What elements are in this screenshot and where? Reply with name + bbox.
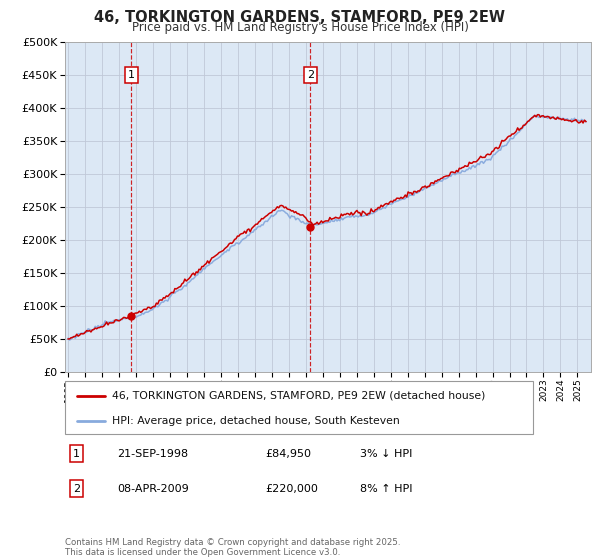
Text: HPI: Average price, detached house, South Kesteven: HPI: Average price, detached house, Sout… — [112, 416, 400, 426]
FancyBboxPatch shape — [65, 381, 533, 434]
Text: 1: 1 — [128, 70, 135, 80]
Text: Price paid vs. HM Land Registry's House Price Index (HPI): Price paid vs. HM Land Registry's House … — [131, 21, 469, 34]
Text: £84,950: £84,950 — [265, 449, 311, 459]
Text: 08-APR-2009: 08-APR-2009 — [118, 484, 190, 493]
Point — [127, 312, 136, 321]
Text: 1: 1 — [73, 449, 80, 459]
Text: 3% ↓ HPI: 3% ↓ HPI — [361, 449, 413, 459]
Point — [305, 222, 315, 231]
Text: 8% ↑ HPI: 8% ↑ HPI — [361, 484, 413, 493]
Text: £220,000: £220,000 — [265, 484, 319, 493]
Text: Contains HM Land Registry data © Crown copyright and database right 2025.
This d: Contains HM Land Registry data © Crown c… — [65, 538, 400, 557]
Text: 46, TORKINGTON GARDENS, STAMFORD, PE9 2EW (detached house): 46, TORKINGTON GARDENS, STAMFORD, PE9 2E… — [112, 391, 485, 401]
Text: 21-SEP-1998: 21-SEP-1998 — [118, 449, 189, 459]
Text: 2: 2 — [307, 70, 314, 80]
Text: 2: 2 — [73, 484, 80, 493]
Text: 46, TORKINGTON GARDENS, STAMFORD, PE9 2EW: 46, TORKINGTON GARDENS, STAMFORD, PE9 2E… — [95, 10, 505, 25]
